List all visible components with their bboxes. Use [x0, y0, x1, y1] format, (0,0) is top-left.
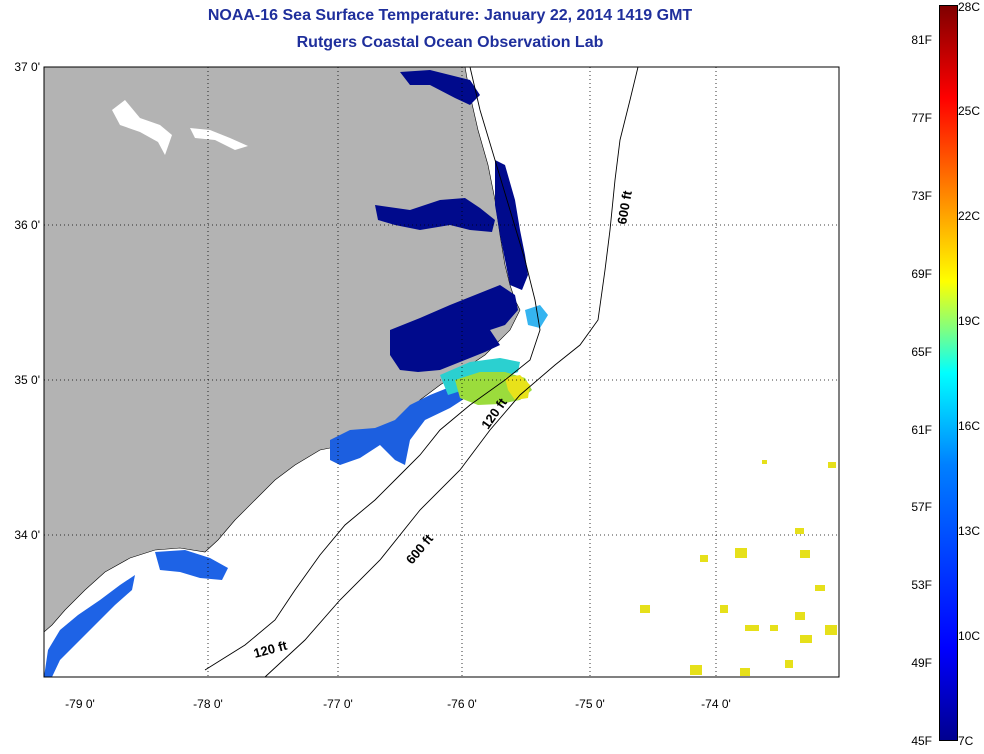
- colorbar-c-16: 16C: [958, 419, 981, 433]
- lon-label-76: -76 0': [447, 697, 477, 711]
- inland-lakes: [112, 100, 248, 155]
- lon-label-77: -77 0': [323, 697, 353, 711]
- outer-banks-water: [495, 160, 528, 290]
- map-frame: [43, 66, 840, 678]
- map-subtitle: Rutgers Coastal Ocean Observation Lab: [296, 34, 604, 51]
- lat-label-34: 34 0': [14, 528, 40, 542]
- colorbar-f-61: 61F: [911, 423, 932, 437]
- colorbar-f-77: 77F: [911, 111, 932, 125]
- contour-label-600-north: 600 ft: [614, 189, 635, 226]
- colorbar-c-28: 28C: [958, 0, 981, 14]
- lon-label-79: -79 0': [65, 697, 95, 711]
- colorbar-f-57: 57F: [911, 500, 932, 514]
- bathymetry-contours: [204, 66, 639, 678]
- north-bay-water: [400, 70, 480, 105]
- pamlico-sound: [390, 285, 518, 372]
- offshore-cyan-patch: [525, 305, 548, 328]
- colorbar-f-53: 53F: [911, 578, 932, 592]
- colorbar-f-69: 69F: [911, 267, 932, 281]
- lat-label-36: 36 0': [14, 218, 40, 232]
- colorbar-c-22: 22C: [958, 209, 981, 223]
- colorbar-f-65: 65F: [911, 345, 932, 359]
- lat-lon-grid: [44, 67, 839, 677]
- cape-fear-water: [44, 575, 135, 677]
- lon-label-74: -74 0': [701, 697, 731, 711]
- colorbar-c-25: 25C: [958, 104, 981, 118]
- colorbar-c-19: 19C: [958, 314, 981, 328]
- colorbar-f-49: 49F: [911, 656, 932, 670]
- albemarle-sound: [375, 198, 495, 232]
- colorbar-f-73: 73F: [911, 189, 932, 203]
- colorbar-f-45: 45F: [911, 734, 932, 748]
- colorbar-c-7: 7C: [958, 734, 974, 748]
- temperature-colorbar: [939, 5, 958, 741]
- lon-label-78: -78 0': [193, 697, 223, 711]
- shelf-water-blue: [330, 378, 475, 465]
- offshore-warm-pixels: [640, 460, 837, 676]
- onslow-bay-water: [155, 550, 228, 580]
- lon-label-75: -75 0': [575, 697, 605, 711]
- lat-label-37: 37 0': [14, 60, 40, 74]
- colorbar-f-81: 81F: [911, 33, 932, 47]
- colorbar-c-10: 10C: [958, 629, 981, 643]
- colorbar-c-13: 13C: [958, 524, 981, 538]
- shelf-water-yellow: [505, 375, 530, 400]
- lat-label-35: 35 0': [14, 373, 40, 387]
- map-title: NOAA-16 Sea Surface Temperature: January…: [207, 7, 693, 24]
